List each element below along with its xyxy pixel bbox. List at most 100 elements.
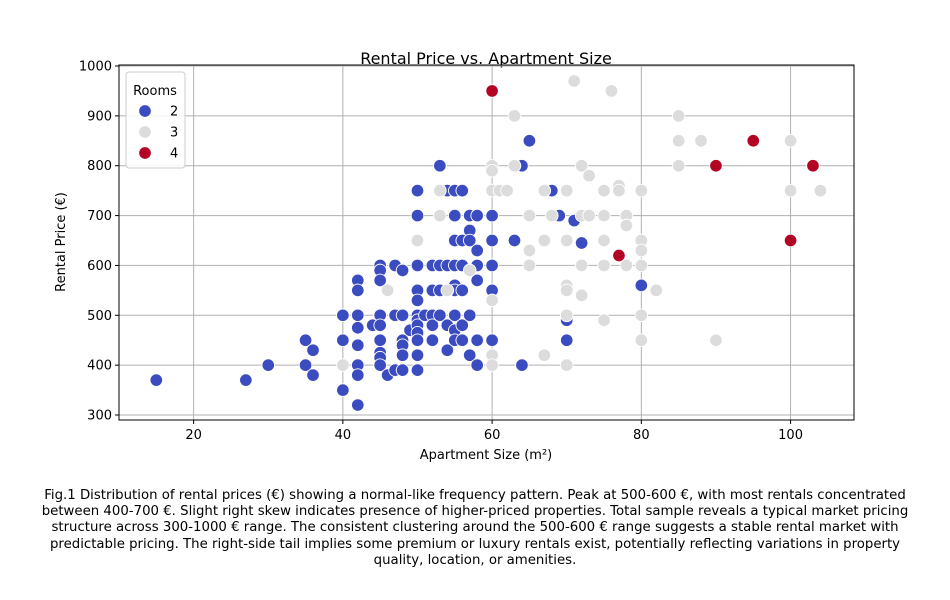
y-axis-ticks: 300 400 500 600 700 800 900 1000 [79,59,119,424]
data-point-rooms-2 [239,373,253,387]
data-point-rooms-2 [448,208,462,223]
data-point-rooms-2 [485,258,499,273]
data-point-rooms-3 [545,208,559,223]
data-point-rooms-3 [507,109,522,123]
data-point-rooms-2 [410,333,425,347]
data-point-rooms-3 [537,348,552,362]
data-point-rooms-2 [351,338,365,352]
data-point-rooms-3 [612,183,626,198]
data-point-rooms-2 [470,273,484,288]
data-point-rooms-2 [462,308,477,323]
legend-title: Rooms [133,84,177,99]
data-point-rooms-3 [336,358,350,372]
data-point-rooms-4 [806,158,820,173]
x-tick-label: 40 [335,428,352,443]
data-point-rooms-3 [649,283,664,298]
data-point-rooms-2 [410,293,425,308]
data-point-rooms-3 [559,183,574,198]
data-point-rooms-3 [694,134,708,148]
y-tick-label: 700 [87,209,112,224]
data-point-rooms-2 [351,283,365,298]
data-point-rooms-3 [582,168,596,183]
data-point-rooms-2 [425,318,440,333]
data-point-rooms-2 [306,368,320,382]
data-point-rooms-2 [298,358,313,372]
data-point-rooms-2 [351,321,365,335]
data-point-rooms-2 [395,348,410,362]
data-point-rooms-3 [559,308,574,323]
data-point-rooms-2 [298,333,313,347]
figure-caption: Fig.1 Distribution of rental prices (€) … [41,488,909,568]
legend-marker-3 [138,125,152,139]
data-point-rooms-2 [410,208,425,223]
data-point-rooms-3 [634,243,649,258]
data-point-rooms-2 [351,398,365,412]
data-point-rooms-3 [619,218,634,233]
data-points [149,74,828,412]
data-point-rooms-2 [470,243,484,258]
data-point-rooms-2 [455,318,469,333]
data-point-rooms-3 [709,333,723,347]
data-point-rooms-4 [612,248,626,263]
data-point-rooms-2 [425,333,440,347]
scatter-chart: Rental Price vs. Apartment Size 20 40 60 80… [54,49,855,463]
data-point-rooms-3 [597,208,611,223]
data-point-rooms-2 [462,348,477,362]
legend: Rooms 2 3 4 [125,71,186,169]
data-point-rooms-2 [634,278,649,293]
data-point-rooms-2 [373,333,387,347]
data-point-rooms-2 [351,368,365,382]
data-point-rooms-2 [470,333,484,347]
x-axis-label: Apartment Size (m²) [420,448,553,463]
data-point-rooms-3 [619,258,634,273]
data-point-rooms-3 [783,183,798,198]
data-point-rooms-3 [485,293,499,308]
data-point-rooms-2 [373,273,387,288]
data-point-rooms-2 [470,358,484,372]
data-point-rooms-2 [261,358,275,372]
data-point-rooms-3 [537,183,552,198]
data-point-rooms-3 [433,208,447,223]
x-tick-label: 80 [633,428,650,443]
data-point-rooms-2 [455,333,469,347]
data-point-rooms-2 [485,333,499,347]
legend-marker-2 [138,104,152,118]
data-point-rooms-2 [410,258,425,273]
legend-box [125,71,186,169]
data-point-rooms-2 [351,308,365,323]
data-point-rooms-2 [448,308,462,323]
data-point-rooms-4 [783,233,798,248]
data-point-rooms-2 [395,363,410,377]
data-point-rooms-2 [395,308,410,323]
legend-label-3: 3 [170,126,178,141]
data-point-rooms-3 [634,183,649,198]
data-point-rooms-2 [515,358,529,372]
data-point-rooms-3 [380,283,395,298]
data-point-rooms-2 [410,363,425,377]
data-point-rooms-3 [522,208,537,223]
data-point-rooms-3 [559,233,574,248]
data-point-rooms-2 [507,233,522,248]
data-point-rooms-2 [455,183,469,198]
data-point-rooms-3 [440,283,455,298]
data-point-rooms-3 [574,158,589,173]
data-point-rooms-2 [470,208,484,223]
data-point-rooms-3 [634,333,649,347]
y-tick-label: 400 [87,359,112,374]
data-point-rooms-3 [574,258,589,273]
y-tick-label: 300 [87,409,112,424]
data-point-rooms-3 [410,233,425,248]
data-point-rooms-2 [574,236,589,250]
data-point-rooms-3 [813,183,828,198]
data-point-rooms-3 [567,74,581,88]
data-point-rooms-2 [336,333,350,347]
chart-title: Rental Price vs. Apartment Size [360,49,612,68]
data-point-rooms-3 [522,258,537,273]
data-point-rooms-2 [306,343,320,357]
plot-frame [118,64,855,421]
y-axis-label: Rental Price (€) [54,192,69,292]
data-point-rooms-3 [783,134,798,148]
data-point-rooms-3 [597,233,611,248]
y-tick-label: 500 [87,309,112,324]
data-point-rooms-3 [507,158,522,173]
